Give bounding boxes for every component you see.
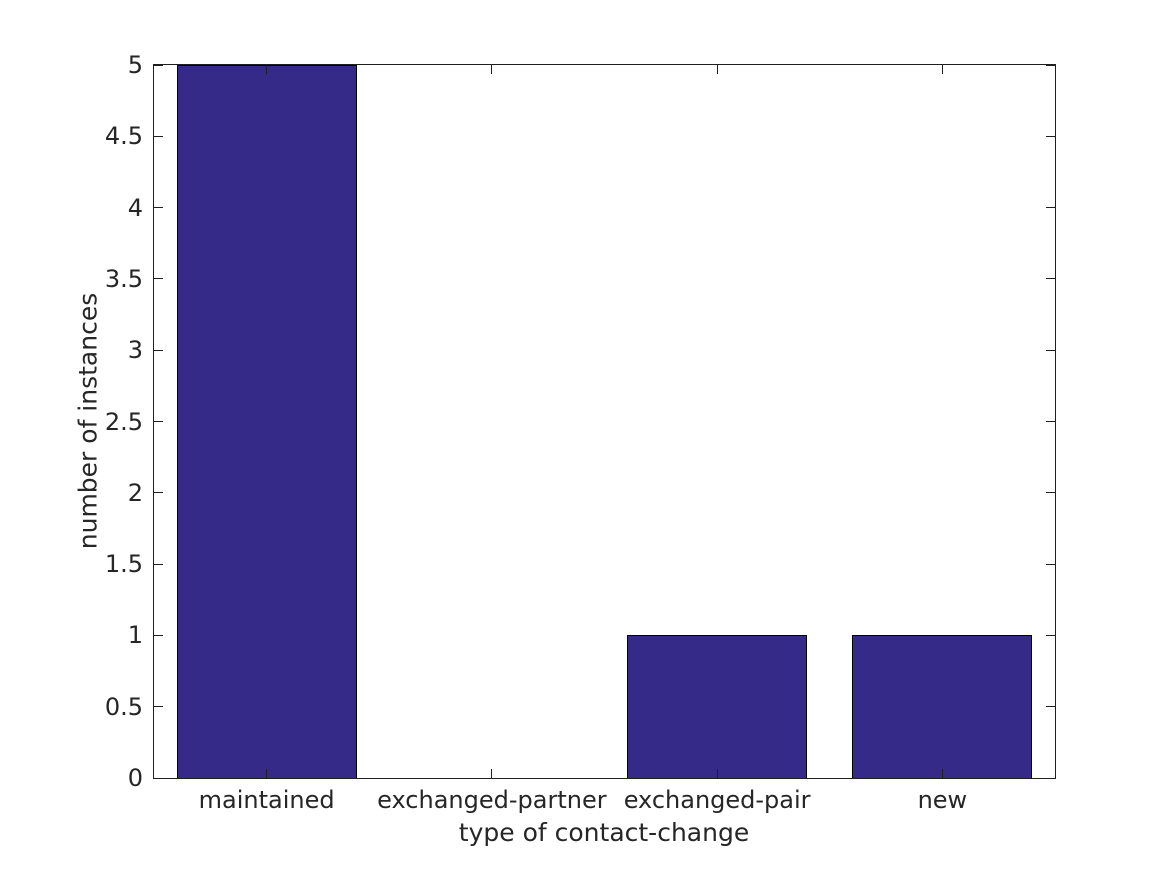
y-tick-label: 1.5	[104, 550, 143, 579]
y-tick-mark-left	[154, 64, 163, 66]
y-tick-mark-right	[1046, 64, 1055, 66]
x-axis-label: type of contact-change	[458, 818, 750, 847]
y-tick-mark-right	[1046, 135, 1055, 137]
y-tick-mark-left	[154, 278, 163, 280]
bar	[852, 635, 1033, 778]
plot-area: 0 0.5 1 1.5 2 2.5 3 3.5 4 4.5 5 maintained exchanged…	[105, 53, 1056, 812]
x-tick-mark-top	[941, 65, 943, 74]
x-tick-label: exchanged-pair	[623, 786, 811, 814]
y-tick-mark-left	[154, 207, 163, 209]
y-tick-mark-right	[1046, 207, 1055, 209]
bar	[627, 635, 808, 778]
x-tick-mark-bottom	[491, 769, 493, 778]
y-tick-label: 3	[127, 336, 143, 365]
y-tick-mark-left	[154, 421, 163, 422]
y-tick-label: 4	[127, 193, 143, 222]
x-tick-mark-top	[266, 65, 268, 74]
y-axis-label: number of instances	[73, 292, 103, 550]
y-tick-mark-right	[1046, 777, 1055, 779]
y-tick-mark-right	[1046, 634, 1055, 636]
x-tick-mark-top	[491, 65, 493, 74]
y-tick-mark-right	[1046, 421, 1055, 422]
y-tick-label: 2	[127, 478, 143, 507]
y-tick-mark-left	[154, 492, 163, 494]
y-tick-mark-left	[154, 349, 163, 351]
y-tick-mark-left	[154, 135, 163, 137]
x-tick-label: exchanged-partner	[377, 786, 607, 814]
x-tick-label: maintained	[198, 786, 335, 814]
y-tick-label: 1	[127, 621, 143, 650]
y-tick-mark-right	[1046, 492, 1055, 494]
x-tick-mark-bottom	[266, 769, 268, 778]
x-tick-label: new	[917, 786, 968, 814]
y-tick-label: 0.5	[104, 692, 143, 721]
y-tick-mark-left	[154, 563, 163, 565]
y-tick-label: 5	[127, 51, 143, 79]
y-tick-mark-left	[154, 706, 163, 708]
y-tick-label: 3.5	[104, 264, 143, 293]
y-tick-label: 4.5	[104, 122, 143, 151]
y-tick-mark-right	[1046, 706, 1055, 708]
x-tick-mark-bottom	[941, 769, 943, 778]
y-tick-label: 0	[127, 764, 143, 792]
bar	[176, 65, 357, 778]
y-tick-mark-left	[154, 777, 163, 779]
y-tick-label: 2.5	[104, 407, 143, 436]
y-tick-mark-right	[1046, 563, 1055, 565]
y-tick-mark-left	[154, 634, 163, 636]
y-tick-mark-right	[1046, 278, 1055, 280]
x-tick-mark-bottom	[716, 769, 718, 778]
x-tick-mark-top	[716, 65, 718, 74]
y-tick-mark-right	[1046, 349, 1055, 351]
